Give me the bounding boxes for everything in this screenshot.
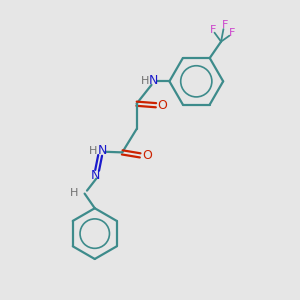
Text: N: N bbox=[91, 169, 100, 182]
Text: H: H bbox=[70, 188, 78, 198]
Text: F: F bbox=[221, 20, 228, 30]
Text: N: N bbox=[149, 74, 158, 87]
Text: H: H bbox=[89, 146, 98, 156]
Text: F: F bbox=[229, 28, 236, 38]
Text: O: O bbox=[158, 99, 167, 112]
Text: H: H bbox=[141, 76, 149, 86]
Text: O: O bbox=[142, 149, 152, 162]
Text: N: N bbox=[98, 144, 107, 158]
Text: F: F bbox=[209, 25, 216, 35]
